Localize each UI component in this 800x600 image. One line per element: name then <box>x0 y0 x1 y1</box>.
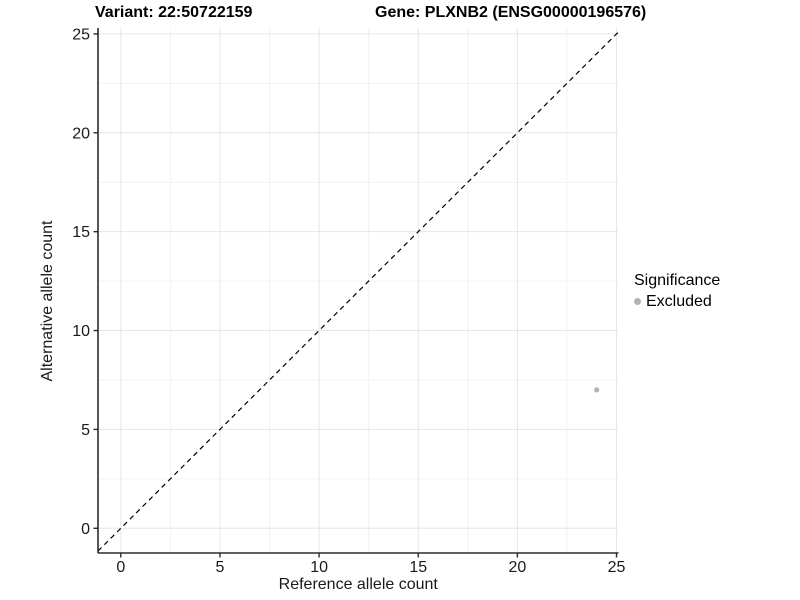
x-tick-label: 20 <box>508 559 526 576</box>
y-tick-label: 20 <box>72 125 90 142</box>
y-tick-label: 15 <box>72 224 90 241</box>
identity-line <box>97 31 619 552</box>
x-tick-label: 25 <box>608 559 626 576</box>
y-axis-title: Alternative allele count <box>39 220 56 382</box>
variant-title: Variant: 22:50722159 <box>95 4 253 21</box>
gene-title: Gene: PLXNB2 (ENSG00000196576) <box>375 4 647 21</box>
x-tick-label: 5 <box>215 559 224 576</box>
x-axis-title: Reference allele count <box>279 576 438 594</box>
y-tick-label: 0 <box>81 521 90 538</box>
data-point-excluded <box>594 387 600 393</box>
legend-item-excluded: Excluded <box>634 293 720 310</box>
x-axis-title-text: Reference allele count <box>278 576 438 593</box>
y-tick-label: 5 <box>81 422 90 439</box>
y-tick-label: 10 <box>72 323 90 340</box>
significance-legend: Significance Excluded <box>634 272 720 310</box>
legend-item-label: Excluded <box>646 293 712 310</box>
x-tick-label: 10 <box>310 559 328 576</box>
x-tick-label: 0 <box>116 559 125 576</box>
excluded-point-swatch-icon <box>634 298 641 305</box>
y-tick-label: 25 <box>72 26 90 43</box>
legend-title: Significance <box>634 272 721 289</box>
x-tick-label: 15 <box>409 559 427 576</box>
